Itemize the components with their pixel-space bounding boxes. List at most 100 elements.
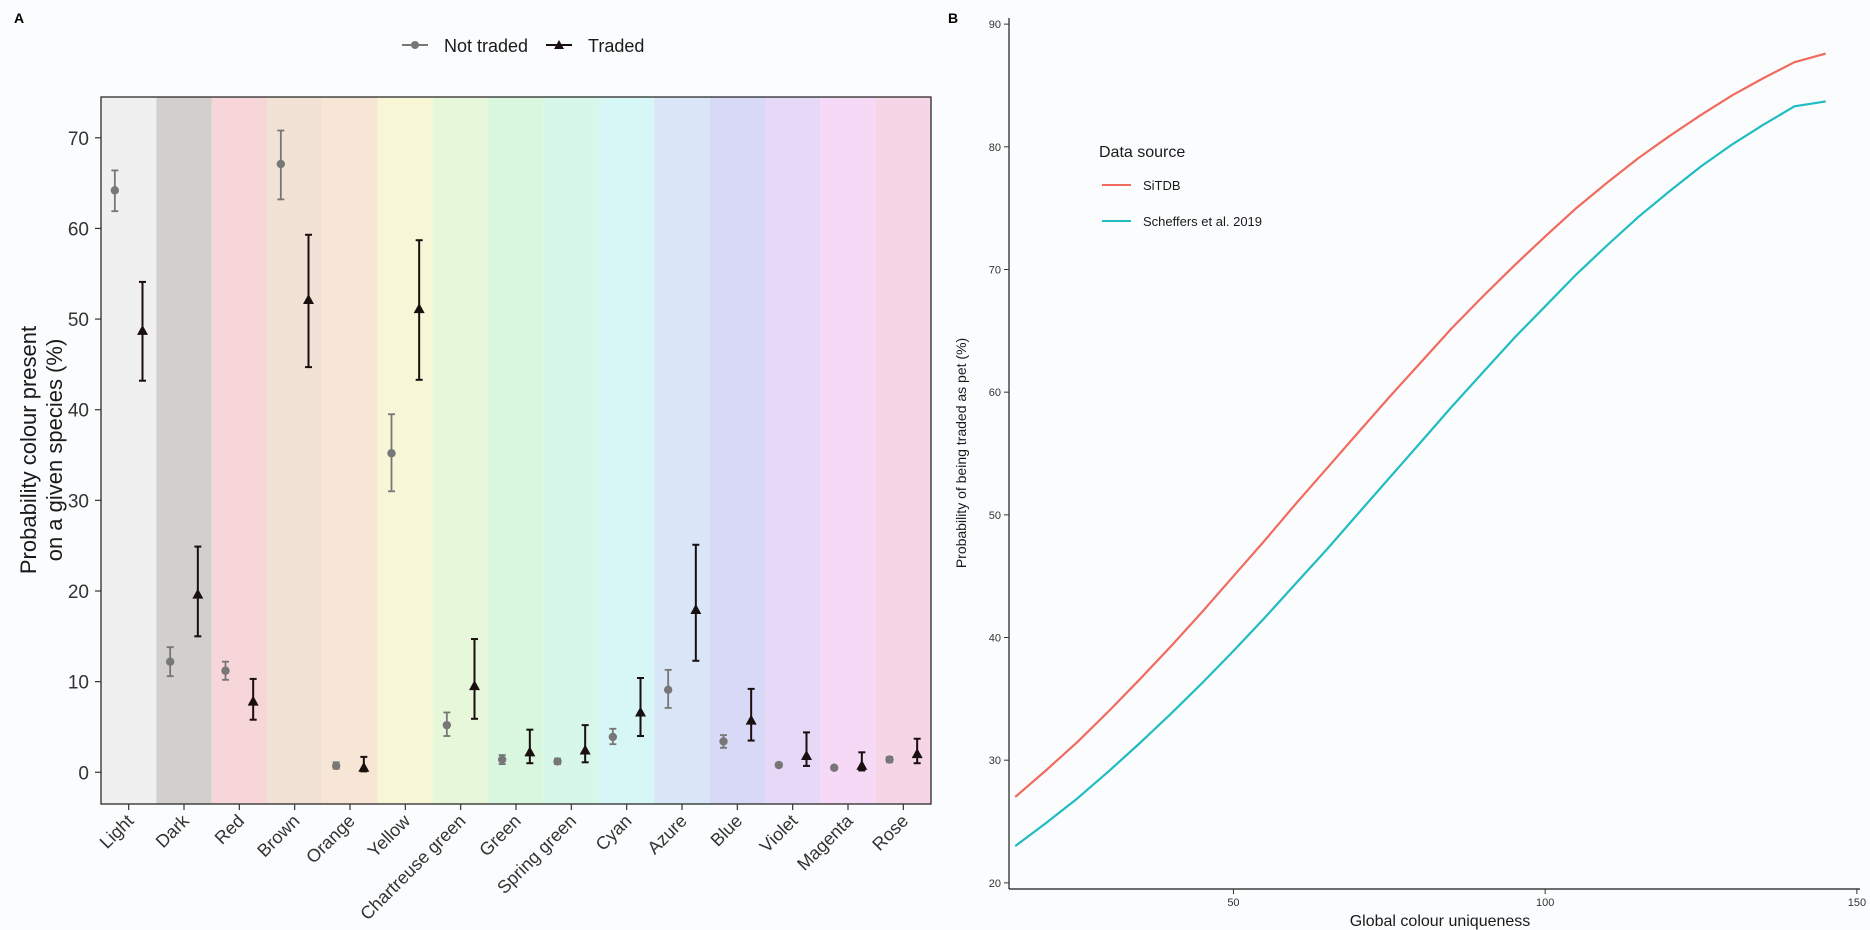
x-tick-label-orange: Orange: [302, 811, 359, 868]
band-orange: [322, 97, 378, 804]
y-tick-label: 60: [68, 219, 89, 240]
y-tick-label: 60: [989, 387, 1001, 399]
x-tick-label-brown: Brown: [253, 811, 303, 861]
band-spring-green: [543, 97, 599, 804]
point-traded-rose: [911, 748, 923, 759]
panel-a-color-bands: [101, 97, 931, 804]
x-tick-label-chartreuse-green: Chartreuse green: [356, 811, 469, 924]
panel-b-y-axis: 20 30 40 50 60 70 80 90: [989, 19, 1009, 890]
band-green: [488, 97, 544, 804]
y-tick-label: 70: [68, 129, 89, 150]
x-tick-label: 50: [1227, 897, 1239, 909]
y-tick-label: 90: [989, 19, 1001, 31]
band-chartreuse-green: [433, 97, 489, 804]
point-not-traded-brown: [276, 159, 286, 169]
band-dark: [156, 97, 212, 804]
panel-a-label: A: [14, 10, 24, 26]
y-tick-label: 40: [989, 633, 1001, 645]
x-tick-label-azure: Azure: [643, 811, 690, 858]
y-tick-label: 40: [68, 401, 89, 422]
band-light: [101, 97, 157, 804]
point-not-traded-dark: [165, 657, 175, 666]
point-traded-yellow: [413, 303, 425, 314]
band-violet: [765, 97, 821, 804]
point-not-traded-spring-green: [553, 757, 562, 766]
point-traded-magenta: [856, 759, 868, 770]
band-blue: [709, 97, 765, 804]
y-tick-label: 80: [989, 142, 1001, 154]
x-tick-label-blue: Blue: [707, 811, 747, 851]
y-tick-label: 0: [78, 763, 89, 784]
band-azure: [654, 97, 710, 804]
band-magenta: [820, 97, 876, 804]
legend-scheffers-label: Scheffers et al. 2019: [1143, 214, 1262, 229]
point-traded-spring-green: [579, 744, 591, 755]
y-tick-label: 10: [68, 673, 89, 694]
legend-sitdb-label: SiTDB: [1143, 178, 1181, 193]
point-not-traded-violet: [774, 760, 784, 770]
point-not-traded-azure: [663, 685, 673, 694]
x-tick-label: 100: [1536, 897, 1554, 909]
panel-b-label: B: [948, 10, 958, 26]
point-not-traded-rose: [885, 755, 894, 764]
panel-a-marks: [110, 129, 923, 773]
point-not-traded-cyan: [608, 732, 618, 742]
point-traded-orange: [358, 761, 370, 772]
point-traded-chartreuse-green: [469, 680, 480, 691]
x-tick-label-magenta: Magenta: [793, 810, 857, 874]
band-yellow: [377, 97, 433, 804]
panel-b-x-axis: 50 100 150: [1227, 889, 1866, 909]
point-not-traded-blue: [719, 737, 728, 746]
x-tick-label-green: Green: [475, 811, 525, 861]
point-not-traded-yellow: [387, 449, 396, 458]
x-tick-label: 150: [1848, 897, 1866, 909]
x-tick-label-rose: Rose: [868, 811, 912, 855]
y-tick-label: 20: [989, 878, 1001, 890]
point-traded-violet: [801, 749, 812, 760]
band-rose: [875, 97, 931, 804]
y-tick-label: 30: [989, 755, 1001, 767]
panel-a-y-label-line2: on a given species (%): [42, 339, 67, 562]
point-not-traded-red: [221, 666, 230, 675]
legend-not-traded-label: Not traded: [444, 36, 528, 56]
panel-b: B 20 30 40 50 60 70 80 90 50 100 150 Global colou…: [948, 10, 1866, 930]
point-traded-green: [524, 746, 536, 757]
legend-not-traded-marker: [411, 41, 419, 49]
panel-a-y-axis: 0 10 20 30 40 50 60 70: [68, 129, 101, 784]
panel-b-y-label: Probability of being traded as pet (%): [953, 338, 969, 568]
panel-b-x-label: Global colour uniqueness: [1350, 913, 1531, 930]
point-not-traded-magenta: [829, 763, 839, 772]
x-tick-label-cyan: Cyan: [592, 811, 636, 855]
legend-title: Data source: [1099, 144, 1185, 161]
y-tick-label: 30: [68, 491, 89, 512]
point-not-traded-orange: [331, 761, 341, 771]
x-tick-label-yellow: Yellow: [364, 810, 415, 861]
x-tick-label-violet: Violet: [756, 811, 802, 857]
y-tick-label: 70: [989, 264, 1001, 276]
point-traded-blue: [745, 714, 757, 725]
panel-a-legend: Not traded Traded: [402, 36, 644, 56]
point-not-traded-chartreuse-green: [442, 720, 452, 730]
panel-a: A Not traded Traded 0 10 20 30 40 50 60 70 Ligh…: [14, 10, 932, 924]
band-cyan: [599, 97, 655, 804]
series-line-scheffers-et-al-2019: [1014, 100, 1826, 847]
point-traded-red: [247, 695, 259, 706]
panel-b-lines: [1014, 52, 1826, 847]
point-traded-azure: [690, 604, 702, 615]
y-tick-label: 20: [68, 582, 89, 603]
panel-b-legend: Data source SiTDB Scheffers et al. 2019: [1099, 144, 1262, 229]
band-brown: [267, 97, 323, 804]
point-traded-light: [137, 324, 148, 335]
legend-traded-label: Traded: [588, 36, 644, 56]
x-tick-label-dark: Dark: [152, 810, 194, 852]
point-traded-cyan: [635, 706, 646, 717]
y-tick-label: 50: [68, 310, 89, 331]
point-not-traded-light: [110, 186, 120, 195]
point-traded-brown: [303, 294, 314, 305]
point-not-traded-green: [497, 755, 507, 764]
band-red: [211, 97, 267, 804]
x-tick-label-red: Red: [211, 811, 248, 848]
point-traded-dark: [192, 588, 204, 599]
panel-a-y-label-line1: Probability colour present: [16, 326, 41, 574]
